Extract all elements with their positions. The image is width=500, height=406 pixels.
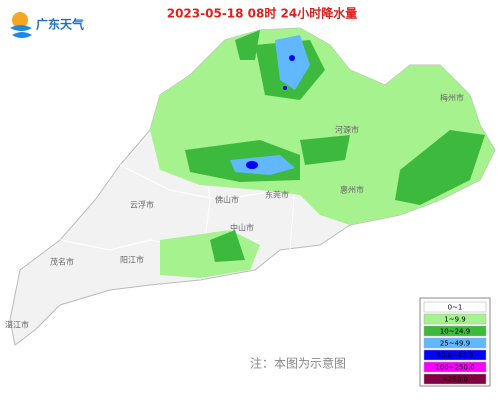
city-label: 河源市 bbox=[335, 125, 359, 135]
legend-label: 0~1 bbox=[448, 304, 463, 312]
map-title: 2023-05-18 08时 24小时降水量 bbox=[167, 6, 358, 21]
legend: 0~1 1~9.9 10~24.9 25~49.9 50.0~99.9 100~250.0… bbox=[419, 297, 491, 387]
legend-label: 10~24.9 bbox=[440, 328, 470, 336]
city-label: 阳江市 bbox=[120, 255, 144, 265]
legend-swatch bbox=[423, 301, 487, 313]
legend-label: >250.0 bbox=[442, 376, 468, 384]
city-label: 中山市 bbox=[230, 223, 254, 233]
legend-swatch bbox=[423, 325, 487, 337]
note: 注：本图为示意图 bbox=[250, 356, 346, 371]
logo: 广东天气 bbox=[10, 12, 84, 38]
logo-sun bbox=[12, 12, 28, 28]
city-label: 东莞市 bbox=[265, 190, 289, 200]
legend-label: 100~250.0 bbox=[435, 364, 474, 372]
legend-swatch bbox=[423, 313, 487, 325]
logo-wave bbox=[10, 25, 32, 38]
rain-area bbox=[150, 28, 495, 278]
city-label: 惠州市 bbox=[340, 185, 364, 195]
city-label: 茂名市 bbox=[50, 257, 74, 267]
city-label: 梅州市 bbox=[440, 93, 464, 103]
legend-label: 50.0~99.9 bbox=[436, 352, 473, 360]
city-label: 云浮市 bbox=[130, 200, 154, 210]
logo-text: 广东天气 bbox=[36, 17, 84, 32]
legend-label: 25~49.9 bbox=[440, 340, 470, 348]
legend-swatch bbox=[423, 361, 487, 373]
legend-swatch bbox=[423, 373, 487, 385]
legend-swatch bbox=[423, 349, 487, 361]
legend-label: 1~9.9 bbox=[444, 316, 465, 324]
city-label: 湛江市 bbox=[5, 320, 29, 330]
city-label: 佛山市 bbox=[215, 195, 239, 205]
legend-swatch bbox=[423, 337, 487, 349]
